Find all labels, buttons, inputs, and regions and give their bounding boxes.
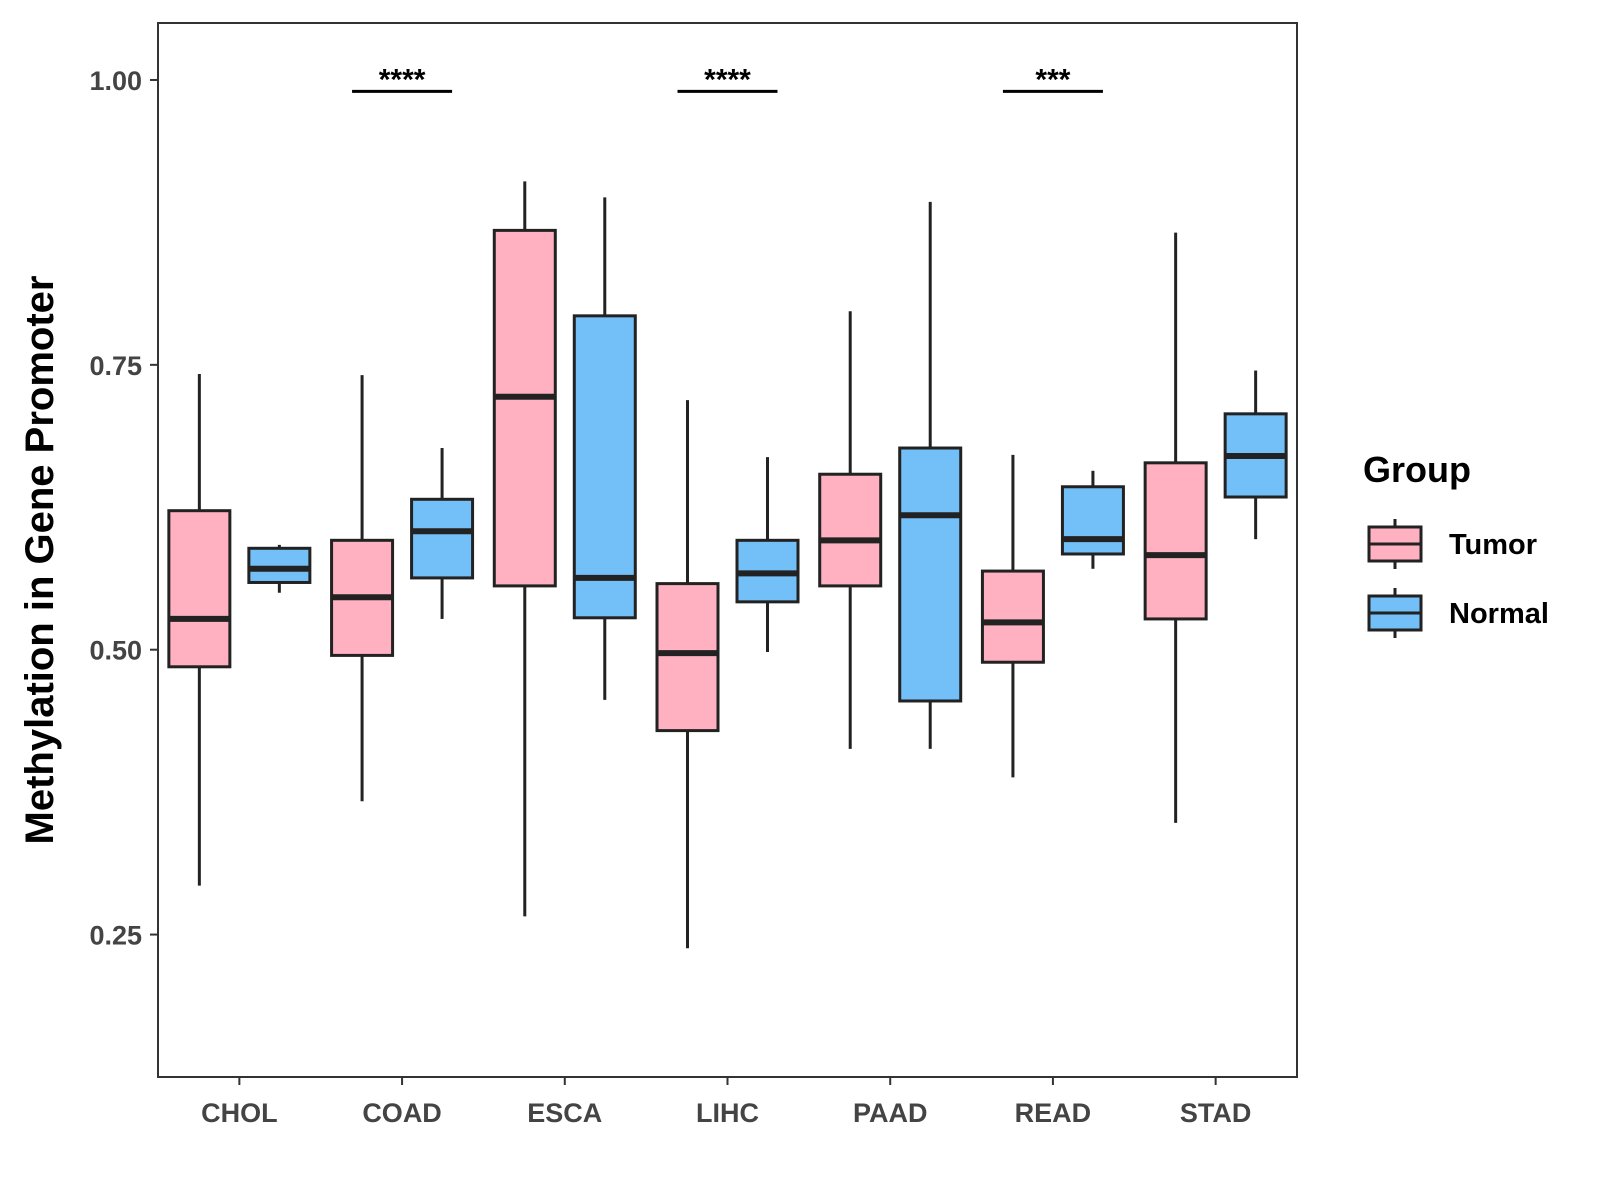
significance-label: ****: [704, 63, 751, 96]
box-tumor-lihc: [655, 400, 720, 949]
legend-label: Normal: [1449, 598, 1549, 630]
series-tumor: [167, 181, 1208, 949]
x-tick-label-coad: COAD: [362, 1098, 442, 1128]
box-iqr: [492, 228, 557, 588]
box-iqr: [818, 472, 883, 588]
box-iqr: [980, 569, 1045, 664]
box-iqr: [167, 509, 232, 669]
box-normal-paad: [898, 201, 963, 749]
box-normal-lihc: [735, 457, 800, 652]
box-iqr: [655, 582, 720, 733]
box-tumor-stad: [1143, 232, 1208, 823]
box-iqr: [247, 546, 312, 584]
box-normal-chol: [247, 544, 312, 593]
box-iqr: [1143, 461, 1208, 621]
box-iqr: [898, 446, 963, 703]
plot-panel: [157, 22, 1298, 1078]
y-axis-title: Methylation in Gene Promoter: [18, 276, 62, 845]
box-iqr: [1060, 485, 1125, 556]
x-tick-label-stad: STAD: [1180, 1098, 1252, 1128]
x-tick-label-esca: ESCA: [527, 1098, 602, 1128]
y-tick-label: 0.50: [89, 636, 142, 666]
significance-annotations: **** **** ***: [352, 63, 1103, 96]
series-normal: [247, 197, 1288, 749]
x-tick-label-paad: PAAD: [853, 1098, 928, 1128]
box-series: [167, 181, 1288, 949]
legend-title: Group: [1363, 449, 1471, 490]
box-tumor-paad: [818, 311, 883, 749]
y-axis: 0.25 0.50 0.75 1.00: [89, 66, 158, 951]
box-tumor-coad: [330, 375, 395, 802]
x-axis: CHOL COAD ESCA LIHC PAAD READ STAD: [201, 1077, 1251, 1128]
y-tick-label: 1.00: [89, 66, 142, 96]
box-tumor-esca: [492, 181, 557, 917]
x-tick-label-read: READ: [1015, 1098, 1092, 1128]
significance-label: ***: [1035, 63, 1070, 96]
box-tumor-read: [980, 454, 1045, 778]
box-iqr: [410, 497, 475, 580]
legend-entry-tumor: Tumor: [1367, 519, 1537, 569]
box-tumor-chol: [167, 373, 232, 886]
box-normal-stad: [1223, 370, 1288, 540]
box-normal-read: [1060, 470, 1125, 569]
box-normal-esca: [572, 197, 637, 700]
x-tick-label-chol: CHOL: [201, 1098, 278, 1128]
x-tick-label-lihc: LIHC: [696, 1098, 759, 1128]
y-tick-label: 0.25: [89, 921, 142, 951]
y-tick-label: 0.75: [89, 351, 142, 381]
significance-label: ****: [379, 63, 426, 96]
box-iqr: [572, 314, 637, 620]
box-normal-coad: [410, 448, 475, 619]
legend-label: Tumor: [1449, 529, 1537, 561]
legend: Group Tumor Normal: [1363, 449, 1549, 638]
legend-entry-normal: Normal: [1367, 588, 1549, 638]
